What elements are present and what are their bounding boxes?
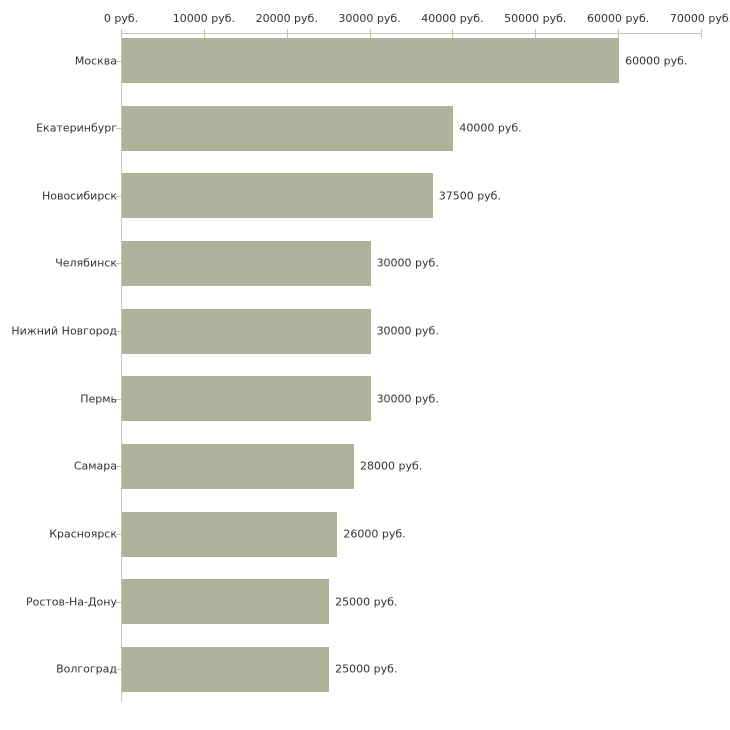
category-label: Новосибирск bbox=[41, 189, 117, 203]
bar bbox=[122, 579, 330, 625]
category-tick bbox=[116, 128, 122, 129]
bar bbox=[122, 173, 433, 219]
value-label: 26000 руб. bbox=[343, 527, 406, 541]
x-axis-tick bbox=[286, 29, 288, 38]
x-axis-tick bbox=[535, 29, 537, 38]
category-tick bbox=[116, 669, 122, 670]
value-label: 28000 руб. bbox=[360, 459, 423, 473]
value-label: 30000 руб. bbox=[376, 256, 439, 270]
x-axis-tick-label: 50000 руб. bbox=[504, 12, 567, 25]
x-axis-tick-label: 60000 руб. bbox=[587, 12, 650, 25]
x-axis-tick-label: 10000 руб. bbox=[172, 12, 235, 25]
category-tick bbox=[116, 331, 122, 332]
category-tick bbox=[116, 399, 122, 400]
x-axis-tick-label: 30000 руб. bbox=[338, 12, 401, 25]
category-label: Пермь bbox=[80, 392, 117, 406]
x-axis-line bbox=[121, 33, 701, 34]
bar bbox=[122, 38, 620, 83]
bar bbox=[122, 376, 371, 422]
category-label: Волгоград bbox=[56, 662, 117, 676]
value-label: 30000 руб. bbox=[376, 392, 439, 406]
bar bbox=[122, 105, 454, 151]
bar bbox=[122, 308, 371, 354]
category-label: Самара bbox=[73, 459, 117, 473]
value-label: 40000 руб. bbox=[459, 121, 522, 135]
bar bbox=[122, 646, 330, 692]
category-label: Нижний Новгород bbox=[11, 324, 117, 338]
value-label: 60000 руб. bbox=[625, 54, 688, 67]
category-label: Красноярск bbox=[49, 527, 117, 541]
x-axis-tick-label: 20000 руб. bbox=[255, 12, 318, 25]
category-label: Ростов-На-Дону bbox=[25, 595, 117, 609]
category-label: Екатеринбург bbox=[36, 121, 117, 135]
x-axis-tick bbox=[452, 29, 454, 38]
bar bbox=[122, 240, 371, 286]
x-axis-tick bbox=[121, 29, 122, 38]
value-label: 25000 руб. bbox=[335, 662, 398, 676]
category-tick bbox=[116, 196, 122, 197]
category-tick bbox=[116, 466, 122, 467]
category-label: Москва bbox=[74, 54, 117, 67]
value-label: 30000 руб. bbox=[376, 324, 439, 338]
bar bbox=[122, 511, 338, 557]
x-axis-tick-label: 0 руб. bbox=[103, 12, 139, 25]
category-tick bbox=[116, 263, 122, 264]
x-axis-tick bbox=[618, 29, 620, 38]
bar bbox=[122, 443, 354, 489]
x-axis-tick bbox=[203, 29, 205, 38]
x-axis-tick-label: 70000 руб. bbox=[669, 12, 730, 25]
x-axis-tick bbox=[369, 29, 371, 38]
x-axis-tick bbox=[701, 29, 702, 38]
category-tick bbox=[116, 61, 122, 62]
category-label: Челябинск bbox=[55, 256, 117, 270]
x-axis-tick-label: 40000 руб. bbox=[421, 12, 484, 25]
category-tick bbox=[116, 602, 122, 603]
y-axis-line bbox=[121, 33, 122, 702]
value-label: 37500 руб. bbox=[438, 189, 501, 203]
value-label: 25000 руб. bbox=[335, 595, 398, 609]
category-tick bbox=[116, 534, 122, 535]
